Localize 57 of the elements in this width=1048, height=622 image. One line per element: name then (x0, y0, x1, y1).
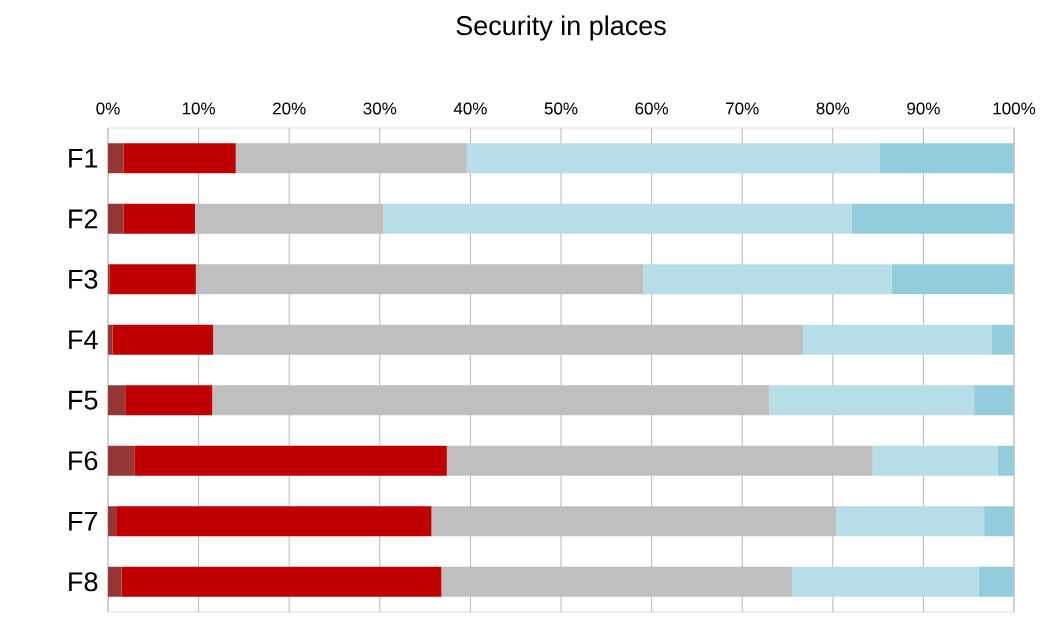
bar (991, 324, 1015, 355)
bar (212, 385, 770, 416)
bar (974, 385, 1015, 416)
bar (123, 143, 236, 174)
y-tick-label: F6 (69, 451, 98, 471)
x-tick-label: 90% (907, 102, 940, 115)
bar (891, 264, 1015, 295)
x-tick-label: 20% (273, 102, 306, 115)
x-tick-label: 40% (453, 102, 487, 115)
bar (836, 506, 985, 537)
bar (466, 143, 880, 174)
bar (195, 264, 644, 295)
bar (441, 566, 793, 597)
bar (123, 203, 195, 234)
bar (116, 506, 432, 537)
y-tick-label: F8 (69, 572, 98, 592)
bar (109, 264, 196, 295)
bar (446, 445, 873, 476)
bar (431, 506, 837, 537)
bar (802, 324, 992, 355)
bar (872, 445, 998, 476)
bar (851, 203, 1015, 234)
y-tick-label: F4 (69, 330, 98, 350)
x-tick-label: 60% (635, 102, 669, 115)
bar (108, 566, 122, 597)
bar (984, 506, 1015, 537)
bar (108, 203, 124, 234)
x-tick-label: 30% (363, 102, 397, 115)
y-tick-label: F7 (69, 511, 98, 531)
bar (643, 264, 892, 295)
bar (978, 566, 1015, 597)
x-tick-label: 0% (96, 102, 120, 115)
bar (792, 566, 979, 597)
bar (235, 143, 467, 174)
bar (997, 445, 1015, 476)
x-tick-label: 80% (816, 102, 850, 115)
bar (194, 203, 384, 234)
y-tick-label: F1 (69, 148, 98, 168)
bar (108, 385, 126, 416)
bar (879, 143, 1015, 174)
chart-title: Security in places (456, 15, 666, 41)
bar (108, 445, 135, 476)
x-tick-label: 100% (993, 102, 1036, 115)
y-tick-label: F3 (69, 269, 98, 289)
bar (383, 203, 852, 234)
y-tick-label: F2 (69, 209, 98, 229)
x-tick-label: 70% (726, 102, 759, 115)
bar (112, 324, 214, 355)
bar (108, 143, 124, 174)
bar (769, 385, 975, 416)
bar (134, 445, 447, 476)
x-tick-label: 50% (544, 102, 578, 115)
bar (125, 385, 213, 416)
x-tick-label: 10% (182, 102, 216, 115)
bar (121, 566, 442, 597)
bar (213, 324, 803, 355)
y-tick-label: F5 (69, 390, 98, 410)
